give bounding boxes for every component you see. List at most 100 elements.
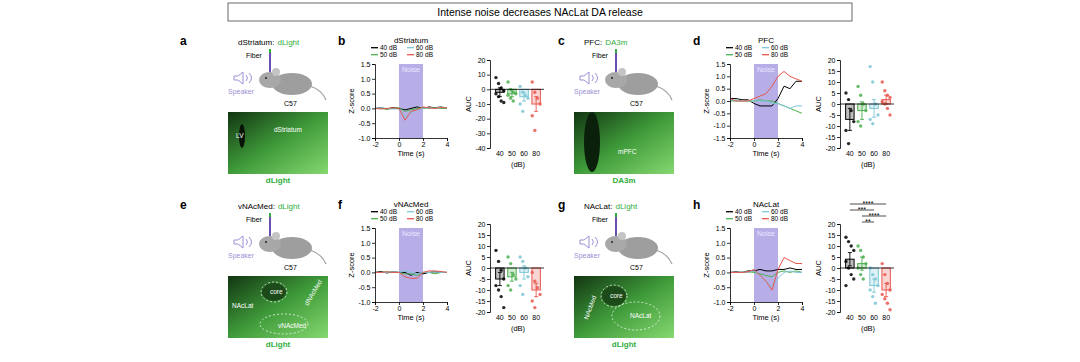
data-point <box>526 96 529 99</box>
mouse-tail <box>310 86 326 100</box>
tick-mark <box>487 133 490 134</box>
fiber <box>615 215 617 236</box>
tick-mark <box>372 123 375 124</box>
noise-period <box>754 228 778 302</box>
y-axis: -1.0-0.50.00.51.01.5 <box>358 61 375 142</box>
fiber-tip <box>615 213 617 217</box>
data-point <box>859 273 862 276</box>
speaker-icon <box>580 72 598 84</box>
tick-label: 0 <box>832 265 836 272</box>
tick: -20 <box>825 309 840 316</box>
tick-label: -10 <box>825 123 835 130</box>
tick-label: -0.5 <box>358 284 370 291</box>
series-line <box>375 107 447 120</box>
tick: 40 <box>496 312 504 321</box>
x-axis: 40506080 <box>846 312 890 321</box>
tick-label: -20 <box>825 145 835 152</box>
data-point <box>521 110 524 113</box>
data-point <box>881 80 884 83</box>
data-point <box>521 91 524 94</box>
tick-mark <box>372 272 375 273</box>
data-point <box>868 288 871 291</box>
tick-label: 4 <box>801 141 805 148</box>
tick: -5 <box>829 112 840 119</box>
noise-label: Noise <box>757 230 775 237</box>
error-bar <box>510 272 514 281</box>
data-point <box>521 260 524 263</box>
data-point <box>859 94 862 97</box>
data-point <box>844 260 847 263</box>
speaker-label: Speaker <box>574 88 601 96</box>
tick-label: 0 <box>753 141 757 148</box>
tick-mark <box>727 258 730 259</box>
tick-mark <box>372 79 375 80</box>
error-bar <box>872 100 876 118</box>
mouse-ear <box>618 232 626 240</box>
tick: 60 <box>520 312 528 321</box>
zero-line <box>490 268 544 269</box>
x-axis-title: (dB) <box>861 160 876 169</box>
tick: 1.0 <box>716 73 730 80</box>
data-point <box>499 269 502 272</box>
legend-swatch <box>726 54 733 55</box>
tick: 50 <box>858 148 866 157</box>
tick: 4 <box>801 138 805 148</box>
tick-label: -0.5 <box>358 120 370 127</box>
data-point <box>538 293 541 296</box>
data-point <box>876 113 879 116</box>
region-outline <box>260 314 308 334</box>
tick-label: 0 <box>482 265 486 272</box>
x-axis-title: Time (s) <box>752 313 780 322</box>
legend-label: 50 dB <box>735 51 752 58</box>
tick-label: -15 <box>825 298 835 305</box>
tick: 4 <box>801 302 805 312</box>
data-point <box>864 262 867 265</box>
sensor: dLight <box>615 202 638 211</box>
data-point <box>852 120 855 123</box>
tick-mark <box>372 287 375 288</box>
data-point <box>509 288 512 291</box>
mouse-ear <box>618 68 626 76</box>
tick-label: 10 <box>478 243 486 250</box>
tick: 1.0 <box>361 240 375 247</box>
stain-label: dLight <box>612 340 637 349</box>
tick-label: 1.5 <box>361 225 371 232</box>
plot-area <box>375 228 447 302</box>
tick: -15 <box>825 298 840 305</box>
tick: 0.5 <box>361 254 375 261</box>
mouse-eye <box>611 77 613 79</box>
histology-image <box>574 112 674 174</box>
tick-label: 5 <box>832 90 836 97</box>
significance-label: ** <box>865 218 871 225</box>
legend-label: 60 dB <box>416 208 433 215</box>
tick-mark <box>837 93 840 94</box>
schematic: NAcLat:dLightFiberSpeakerC57NAcMedcoreNA… <box>574 202 674 349</box>
stain-label: dLight <box>266 176 291 185</box>
legend-label: 80 dB <box>416 51 433 58</box>
data-point <box>538 102 541 105</box>
tick: -10 <box>825 123 840 130</box>
tick: 5 <box>832 90 840 97</box>
tick: 1.5 <box>361 225 375 232</box>
tick: -5 <box>829 276 840 283</box>
legend-swatch <box>762 218 769 219</box>
data-point <box>506 284 509 287</box>
x-axis-title: (dB) <box>511 324 526 333</box>
region: NAcLat: <box>584 202 612 211</box>
data-point <box>874 302 877 305</box>
data-point <box>849 109 852 112</box>
y-axis: -1.5-1.0-0.50.00.51.01.5 <box>713 61 730 142</box>
region-label: vNAcMed <box>278 322 307 329</box>
tick-label: 10 <box>478 71 486 78</box>
error-bar <box>534 283 538 296</box>
data-point <box>871 295 874 298</box>
tick-mark <box>372 64 375 65</box>
tick-label: -15 <box>475 298 485 305</box>
plot-area <box>494 76 541 132</box>
tick: -15 <box>475 298 490 305</box>
noise-label: Noise <box>402 66 420 73</box>
histology-image <box>228 112 328 174</box>
data-point <box>881 293 884 296</box>
tick-label: 10 <box>828 79 836 86</box>
tick-mark <box>487 224 490 225</box>
